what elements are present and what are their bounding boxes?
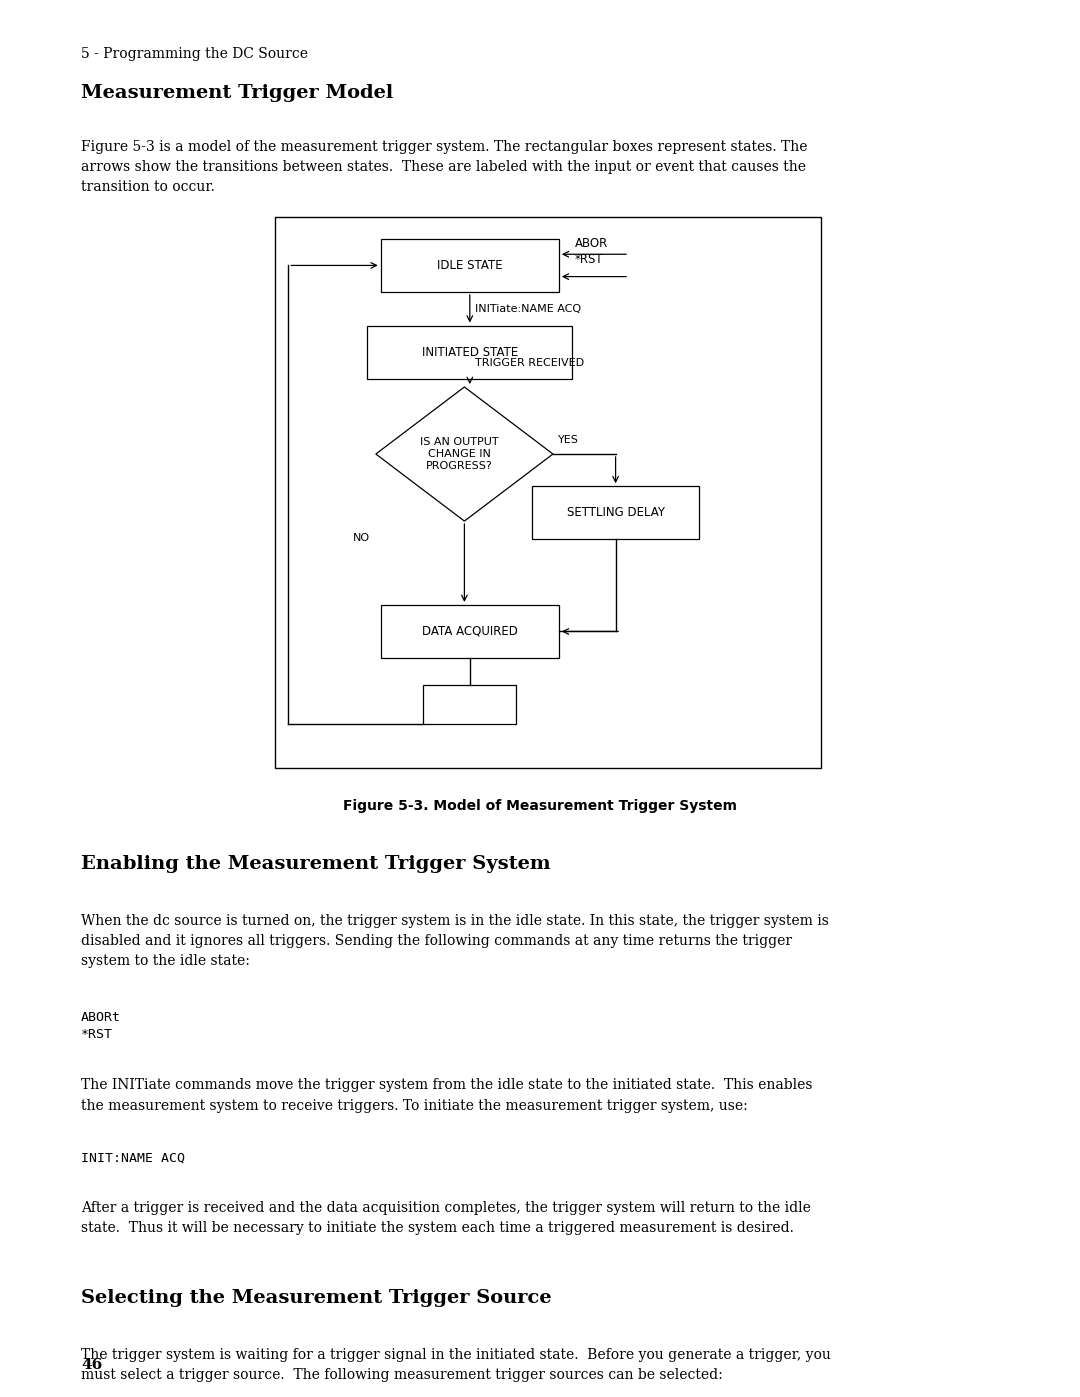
Text: YES: YES: [558, 434, 579, 446]
Polygon shape: [376, 387, 553, 521]
Bar: [423, 685, 516, 724]
Text: TRIGGER RECEIVED: TRIGGER RECEIVED: [475, 358, 584, 367]
Text: When the dc source is turned on, the trigger system is in the idle state. In thi: When the dc source is turned on, the tri…: [81, 914, 828, 968]
Text: Measurement Trigger Model: Measurement Trigger Model: [81, 84, 393, 102]
Text: DATA ACQUIRED: DATA ACQUIRED: [422, 624, 517, 638]
Text: Figure 5-3. Model of Measurement Trigger System: Figure 5-3. Model of Measurement Trigger…: [343, 799, 737, 813]
Text: The INITiate commands move the trigger system from the idle state to the initiat: The INITiate commands move the trigger s…: [81, 1078, 812, 1112]
Text: Figure 5-3 is a model of the measurement trigger system. The rectangular boxes r: Figure 5-3 is a model of the measurement…: [81, 140, 808, 194]
Bar: [367, 326, 572, 379]
Text: INITiate:NAME ACQ: INITiate:NAME ACQ: [475, 303, 581, 314]
Bar: [531, 486, 700, 539]
Bar: [275, 217, 821, 768]
Text: IS AN OUTPUT
CHANGE IN
PROGRESS?: IS AN OUTPUT CHANGE IN PROGRESS?: [420, 437, 498, 471]
Text: Enabling the Measurement Trigger System: Enabling the Measurement Trigger System: [81, 855, 551, 873]
Text: ABORt
*RST: ABORt *RST: [81, 1011, 121, 1041]
Bar: [380, 239, 559, 292]
Text: ABOR
*RST: ABOR *RST: [576, 237, 608, 265]
Bar: [380, 605, 559, 658]
Text: Selecting the Measurement Trigger Source: Selecting the Measurement Trigger Source: [81, 1289, 552, 1308]
Text: INITIATED STATE: INITIATED STATE: [421, 345, 518, 359]
Text: 46: 46: [81, 1358, 103, 1372]
Text: The trigger system is waiting for a trigger signal in the initiated state.  Befo: The trigger system is waiting for a trig…: [81, 1348, 831, 1382]
Text: INIT:NAME ACQ: INIT:NAME ACQ: [81, 1151, 185, 1164]
Text: After a trigger is received and the data acquisition completes, the trigger syst: After a trigger is received and the data…: [81, 1201, 811, 1235]
Text: 5 - Programming the DC Source: 5 - Programming the DC Source: [81, 47, 308, 61]
Text: IDLE STATE: IDLE STATE: [437, 258, 502, 272]
Text: NO: NO: [353, 532, 370, 543]
Text: SETTLING DELAY: SETTLING DELAY: [567, 506, 664, 520]
